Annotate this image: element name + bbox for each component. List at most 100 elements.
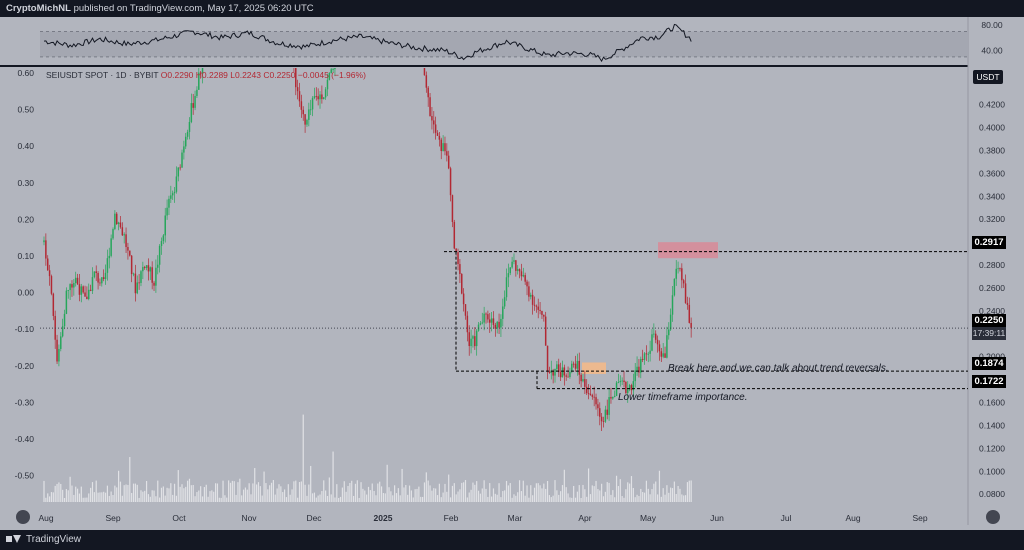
candle-body — [518, 269, 521, 272]
volume-bar — [138, 497, 140, 502]
candle-body — [464, 304, 467, 316]
candle-body — [496, 321, 498, 329]
volume-bar — [643, 492, 646, 502]
volume-bar — [604, 491, 606, 502]
candle-body — [535, 305, 538, 307]
candle-body — [641, 358, 644, 360]
candle-body — [132, 273, 135, 275]
candle-body — [483, 313, 485, 323]
candle-body — [502, 306, 504, 319]
volume-bar — [408, 485, 411, 502]
candle-body — [198, 72, 200, 90]
gear-icon[interactable] — [986, 510, 1000, 524]
volume-bar — [67, 490, 69, 502]
volume-bar — [95, 480, 97, 502]
volume-bar — [330, 494, 332, 502]
rsi-tick-label: 40.00 — [981, 46, 1003, 56]
volume-bar — [444, 483, 446, 502]
volume-bar — [127, 484, 129, 502]
volume-bar — [325, 490, 327, 502]
volume-bar — [60, 483, 62, 502]
candle-body — [101, 277, 103, 284]
volume-bar — [651, 489, 653, 502]
left-tick-label: 0.20 — [17, 214, 34, 224]
candle-body — [295, 68, 297, 88]
volume-bar — [201, 496, 204, 502]
volume-bar — [420, 496, 422, 502]
candle-body — [662, 353, 664, 357]
ohlc-values: O0.2290 H0.2289 L0.2243 C0.2250 −0.0045 … — [160, 70, 366, 80]
candle-body — [425, 75, 428, 88]
footer-brand[interactable]: TradingView — [26, 533, 82, 545]
volume-bar — [62, 489, 64, 502]
volume-bar — [166, 487, 168, 502]
candle-body — [164, 215, 166, 236]
candle-body — [574, 363, 577, 369]
left-tick-label: -0.10 — [15, 324, 35, 334]
volume-bar — [121, 495, 123, 502]
candle-body — [183, 146, 185, 153]
volume-bar — [485, 488, 487, 502]
candle-body — [43, 240, 45, 243]
volume-bar — [179, 486, 181, 502]
volume-bar — [116, 487, 118, 502]
volume-bar — [496, 494, 498, 502]
volume-bar — [155, 496, 157, 502]
volume-bar — [438, 483, 440, 502]
candle-body — [61, 326, 64, 337]
volume-bar — [673, 481, 675, 502]
volume-bar — [80, 486, 82, 502]
volume-bar — [276, 488, 278, 502]
volume-bar — [647, 488, 649, 502]
time-axis — [0, 525, 1024, 530]
volume-bar — [280, 486, 282, 502]
volume-bar — [103, 491, 105, 502]
volume-bar — [293, 481, 295, 502]
currency-button[interactable]: USDT — [973, 70, 1003, 84]
candle-body — [427, 87, 429, 98]
volume-bar — [459, 489, 461, 502]
volume-bar — [168, 488, 170, 502]
symbol-name[interactable]: SEIUSDT SPOT · 1D · BYBIT — [46, 70, 159, 80]
volume-bar — [660, 496, 662, 502]
right-tick-label: 0.1400 — [979, 420, 1005, 430]
right-tick-label: 0.2800 — [979, 260, 1005, 270]
volume-bar — [627, 482, 629, 502]
left-tick-label: 0.00 — [17, 288, 34, 298]
volume-bar — [440, 497, 442, 502]
volume-bar — [472, 482, 474, 502]
volume-bar — [556, 490, 558, 502]
volume-bar — [76, 488, 79, 502]
volume-bar — [532, 495, 534, 502]
bar-countdown: 17:39:11 — [972, 327, 1006, 340]
candle-body — [623, 380, 625, 383]
author-name[interactable]: CryptoMichNL — [6, 3, 71, 14]
volume-bar — [416, 488, 418, 502]
candle-body — [580, 374, 582, 382]
volume-bar — [397, 488, 399, 502]
volume-bar — [310, 465, 312, 502]
volume-bar — [449, 497, 452, 502]
volume-bar — [47, 493, 49, 502]
candle-body — [69, 284, 71, 291]
volume-bar — [209, 491, 211, 502]
candle-body — [58, 348, 60, 362]
volume-bar — [582, 484, 584, 502]
volume-bar — [384, 493, 386, 502]
volume-bar — [259, 486, 261, 502]
x-tick-label: Oct — [172, 513, 186, 523]
volume-bar — [457, 491, 459, 502]
volume-bar — [632, 487, 634, 502]
x-tick-label: Aug — [845, 513, 860, 523]
candle-body — [677, 268, 679, 270]
volume-bar — [125, 484, 127, 502]
price-tag-resistance: 0.2917 — [972, 236, 1006, 249]
volume-bar — [470, 489, 472, 502]
volume-bar — [145, 480, 148, 502]
volume-bar — [211, 490, 213, 502]
candle-body — [649, 350, 651, 354]
candle-body — [125, 234, 127, 248]
left-tick-label: 0.30 — [17, 178, 34, 188]
gear-icon[interactable] — [16, 510, 30, 524]
